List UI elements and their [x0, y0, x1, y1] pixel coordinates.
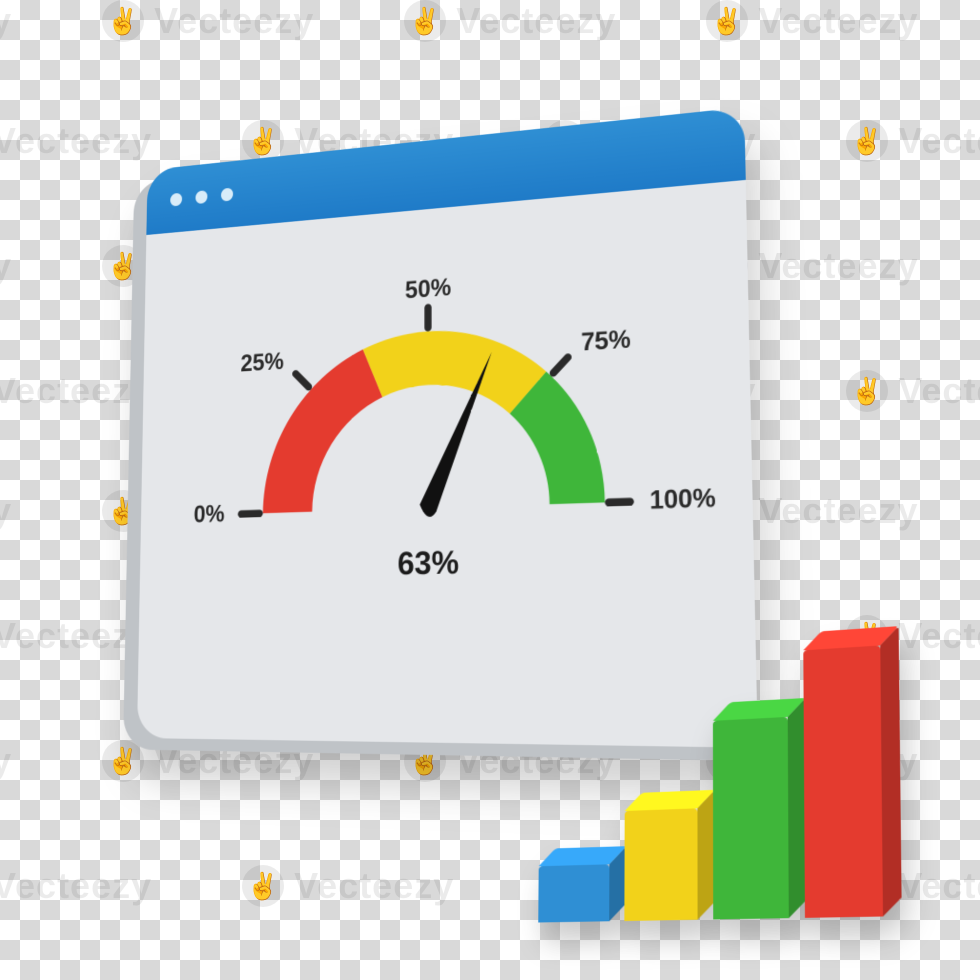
gauge-tick-label: 25% [240, 348, 284, 377]
bar [624, 808, 697, 921]
watermark-item: ✌Vecteezy [846, 120, 980, 162]
watermark-item: ✌Vecteezy [242, 865, 454, 907]
bar [803, 645, 883, 917]
watermark-item: ✌Vecteezy [846, 370, 980, 412]
gauge-tick [609, 502, 630, 503]
bar [538, 864, 609, 922]
bar-chart [538, 609, 912, 922]
window-dot [195, 190, 207, 204]
gauge-tick-label: 0% [194, 500, 225, 527]
watermark-item: ✌Vecteezy [102, 0, 314, 42]
watermark-item: ✌Vecteezy [404, 0, 616, 42]
watermark-item: ✌Vecteezy [0, 120, 152, 162]
gauge-chart: 0%25%50%75%100%63% [191, 256, 691, 614]
gauge-tick [295, 373, 308, 388]
window-dot [170, 193, 182, 207]
gauge-value-label: 63% [397, 546, 458, 583]
watermark-item: ✌Vecteezy [0, 865, 152, 907]
gauge-tick [241, 513, 259, 514]
window-dot [221, 188, 233, 202]
watermark-item: ✌Vecteezy [0, 0, 12, 42]
watermark-item: ✌Vecteezy [0, 490, 12, 532]
watermark-item: ✌Vecteezy [0, 245, 12, 287]
gauge-tick-label: 100% [649, 483, 716, 514]
gauge-tick-label: 75% [581, 325, 631, 356]
bar [713, 717, 789, 920]
gauge-tick [553, 357, 568, 373]
gauge-tick-label: 50% [405, 273, 451, 303]
watermark-item: ✌Vecteezy [0, 740, 12, 782]
watermark-item: ✌Vecteezy [706, 0, 918, 42]
